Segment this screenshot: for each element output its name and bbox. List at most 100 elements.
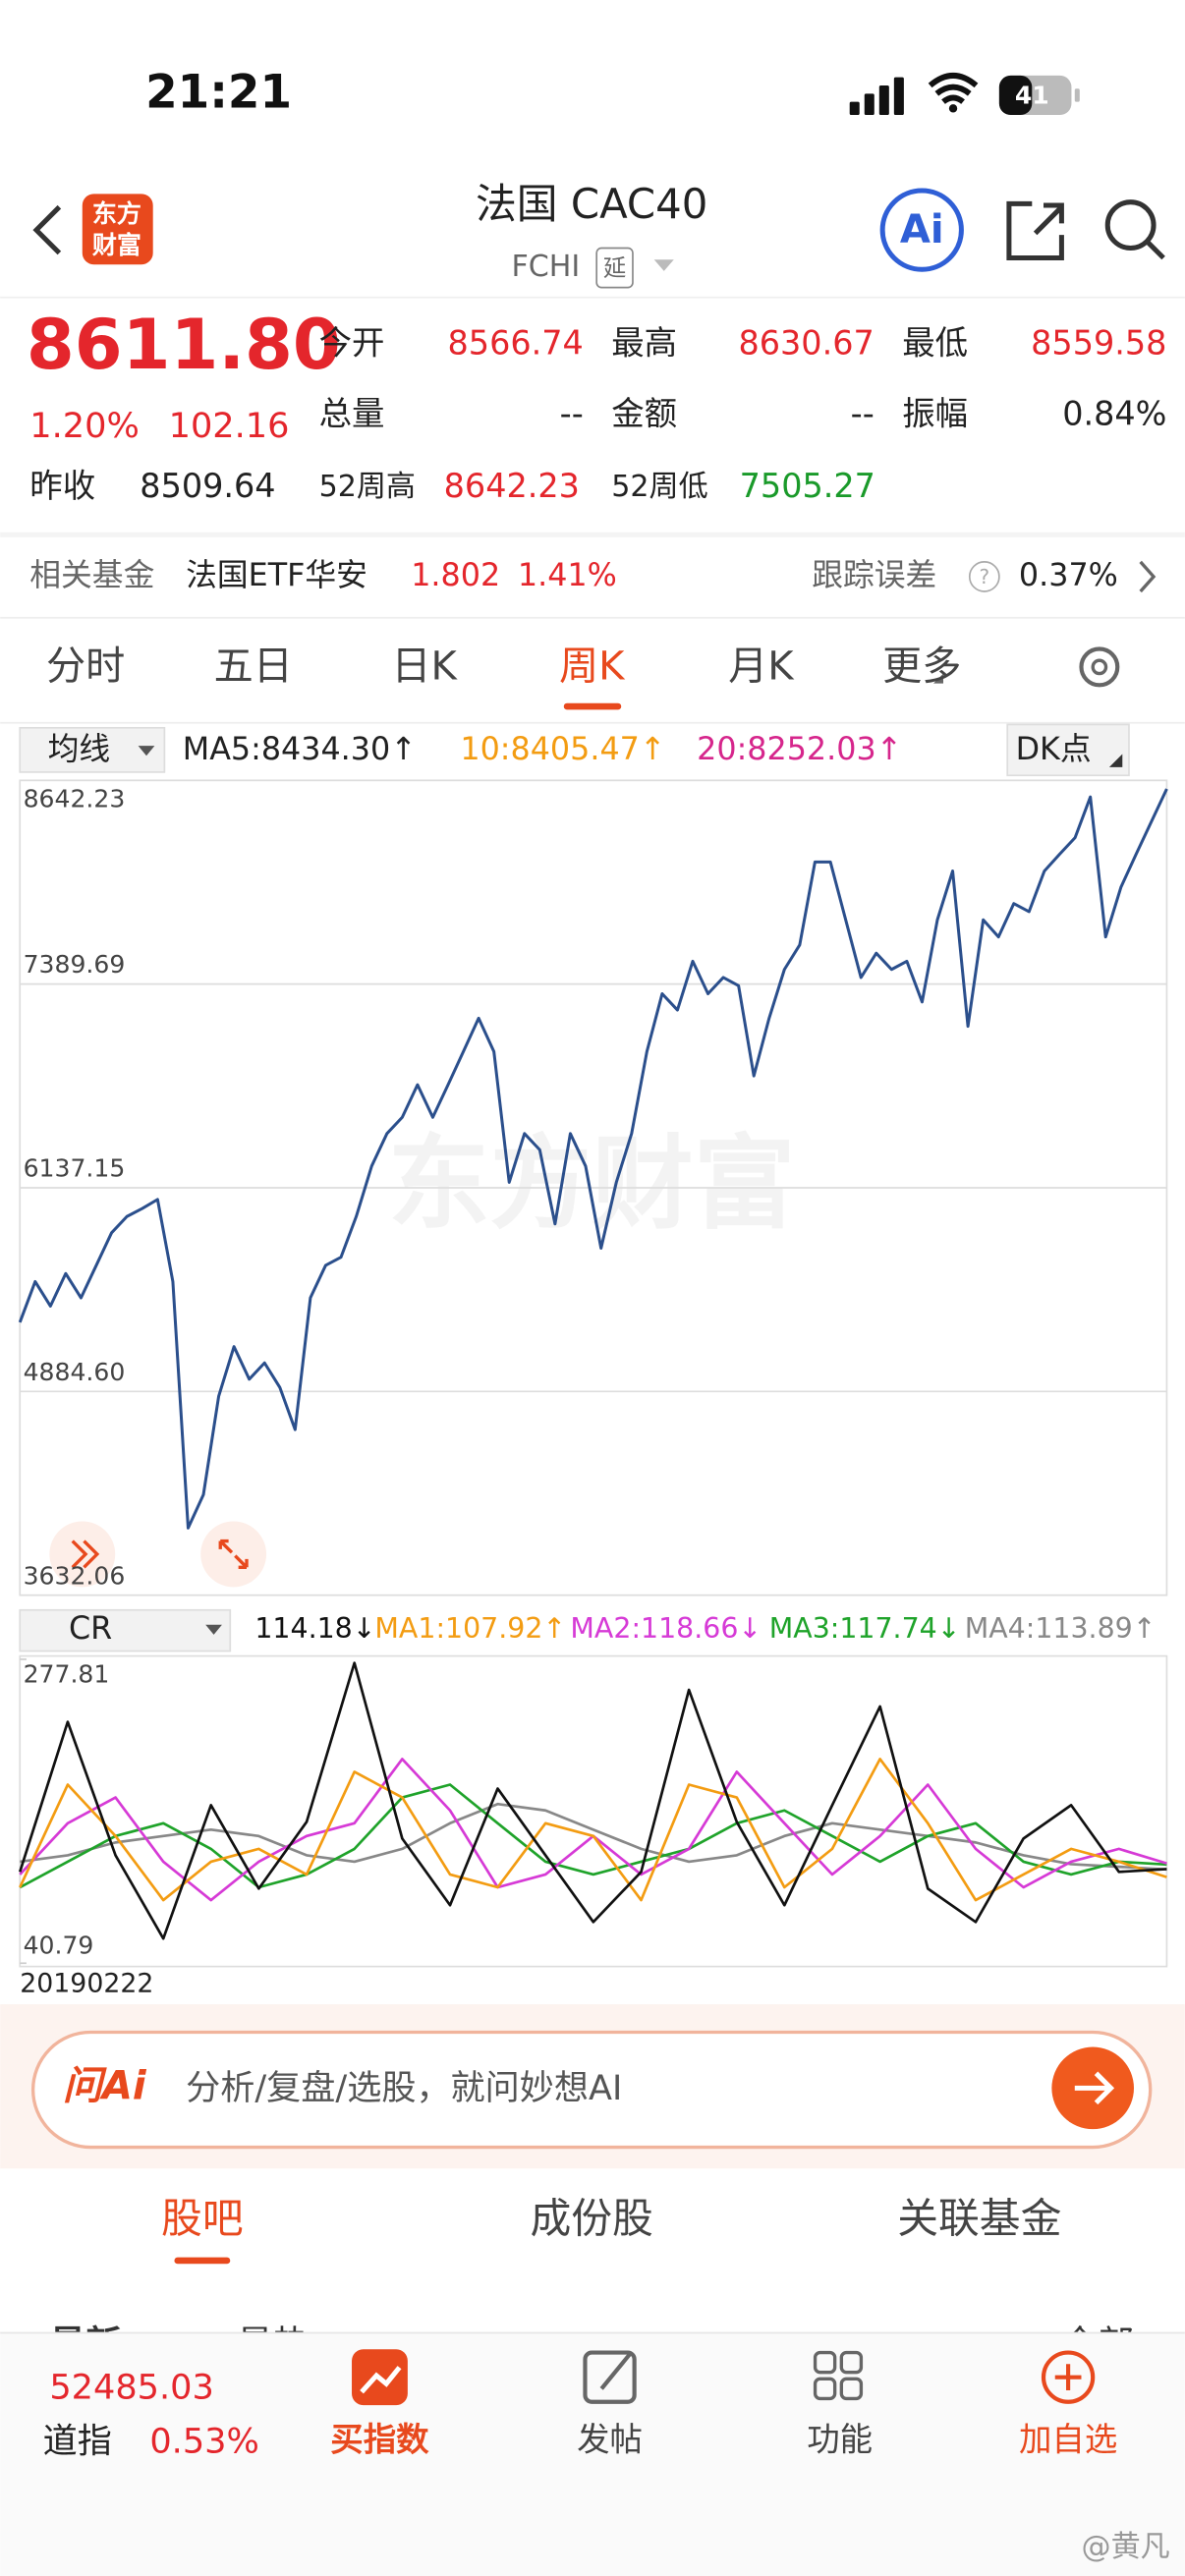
dropdown-arrow: [653, 259, 674, 271]
field-value: 8559.58: [1031, 324, 1166, 363]
period-tab[interactable]: 分时: [46, 644, 125, 690]
status-icons: [849, 73, 1080, 116]
code: FCHI: [511, 250, 580, 284]
divider: [0, 532, 1185, 537]
legend-entry: 20:8252.03↑: [697, 732, 902, 767]
help-mark: ?: [979, 565, 989, 588]
bottom-nav[interactable]: 买指数: [330, 2420, 429, 2458]
period-tab[interactable]: 周K: [559, 644, 626, 690]
y-tick-label: 3632.06: [24, 1561, 126, 1590]
section-underline: [174, 2257, 231, 2265]
legend-entry: 10:8405.47↑: [460, 732, 665, 767]
bottom-nav[interactable]: 发帖: [577, 2420, 643, 2458]
period-tab[interactable]: 五日: [214, 644, 293, 690]
y-tick-label: 8642.23: [24, 784, 126, 812]
search-handle: [1145, 240, 1165, 260]
error-label: 跟踪误差: [812, 558, 936, 593]
y-tick-label: 7389.69: [24, 950, 126, 979]
func-icon: [839, 2377, 864, 2401]
field-label: 今开: [319, 324, 385, 363]
legend-entry: MA4:113.89↑: [965, 1612, 1157, 1645]
y-tick-label: 6137.15: [24, 1154, 126, 1183]
selector-arrow: [138, 746, 155, 756]
line-series: [18, 1661, 1167, 1940]
chevron: [1139, 560, 1157, 593]
dk-button: DK点: [1016, 732, 1092, 767]
field-label: 52周高: [319, 470, 416, 504]
legend-entry: MA2:118.66↓: [570, 1612, 762, 1645]
field-label: 52周低: [611, 470, 707, 504]
section-tab[interactable]: 股吧: [161, 2194, 244, 2242]
field-value: --: [560, 395, 584, 433]
ai-button[interactable]: [879, 188, 964, 272]
field-value: 8642.23: [444, 467, 580, 505]
section-tab[interactable]: 成份股: [530, 2194, 652, 2242]
selector-label: CR: [69, 1611, 112, 1647]
bottom-bar: [0, 2332, 1185, 2576]
period-tab[interactable]: 日K: [391, 644, 458, 690]
help-icon[interactable]: [968, 561, 1000, 592]
field-value: 8630.67: [738, 324, 874, 363]
search-button[interactable]: [1104, 199, 1157, 252]
func-icon: [813, 2350, 837, 2375]
fullscreen-glyph: [218, 1539, 249, 1569]
cr-selector[interactable]: [19, 1608, 232, 1652]
change: 102.16: [169, 406, 290, 446]
ai-brand: 问Ai: [63, 2063, 147, 2108]
selector-label: 均线: [48, 732, 111, 767]
legend-entry: MA1:107.92↑: [374, 1612, 566, 1645]
field-label: 最低: [902, 324, 968, 363]
cr-chart-frame: [19, 1654, 1168, 1968]
share-button[interactable]: [1006, 200, 1064, 261]
y-tick-label: 277.81: [24, 1660, 110, 1689]
bottom-nav[interactable]: 功能: [807, 2420, 873, 2458]
fund-name: 法国ETF华安: [186, 558, 367, 593]
logo: [82, 194, 153, 265]
price: 8611.80: [27, 305, 341, 385]
ai-input[interactable]: [30, 2030, 1153, 2150]
period-tab[interactable]: 更多: [882, 644, 961, 690]
field-value: 7505.27: [740, 467, 875, 505]
field-value: 8509.64: [140, 467, 275, 505]
field-label: 总量: [319, 395, 385, 433]
line-series: [19, 1783, 1167, 1889]
y-tick-label: 40.79: [24, 1932, 94, 1960]
back-button[interactable]: [32, 204, 62, 255]
add-icon: [1041, 2350, 1096, 2404]
legend-entry: 114.18↓: [254, 1612, 375, 1645]
post-glyph: [599, 2351, 633, 2390]
field-value: 0.84%: [1062, 395, 1166, 433]
credit-watermark: @黄凡: [1082, 2530, 1170, 2564]
watermark: 东方财富: [388, 1126, 796, 1244]
tab-underline: [563, 702, 622, 710]
error-value: 0.37%: [1019, 558, 1118, 593]
legend-entry: MA3:117.74↓: [769, 1612, 961, 1645]
settings-icon[interactable]: [1079, 646, 1120, 688]
section-tab[interactable]: 关联基金: [897, 2194, 1061, 2242]
func-icon: [839, 2350, 864, 2375]
line-series: [18, 788, 1168, 1530]
field-label: 金额: [611, 395, 677, 433]
bottom-nav[interactable]: 加自选: [1019, 2420, 1117, 2458]
dk-button-box[interactable]: [1006, 723, 1130, 777]
line-series: [19, 1758, 1167, 1902]
field-value: --: [851, 395, 875, 433]
logo-text: 东方: [92, 199, 141, 228]
add-glyph: [1054, 2364, 1082, 2391]
ma-selector[interactable]: [19, 726, 166, 773]
field-label: 昨收: [29, 467, 95, 505]
y-tick-label: 4884.60: [24, 1358, 126, 1386]
ai-label: Ai: [900, 207, 944, 252]
expand-icon[interactable]: [49, 1521, 116, 1588]
selector-arrow: [205, 1624, 222, 1635]
line-series: [20, 1802, 1167, 1872]
send-arrow: [1074, 2071, 1115, 2105]
field-label: 最高: [611, 324, 677, 363]
delay-badge: 延: [603, 254, 626, 282]
index-value: 52485.03: [49, 2367, 214, 2407]
period-tab[interactable]: 月K: [728, 644, 795, 690]
fullscreen-icon[interactable]: [200, 1521, 267, 1588]
expand-glyph: [71, 1540, 100, 1569]
